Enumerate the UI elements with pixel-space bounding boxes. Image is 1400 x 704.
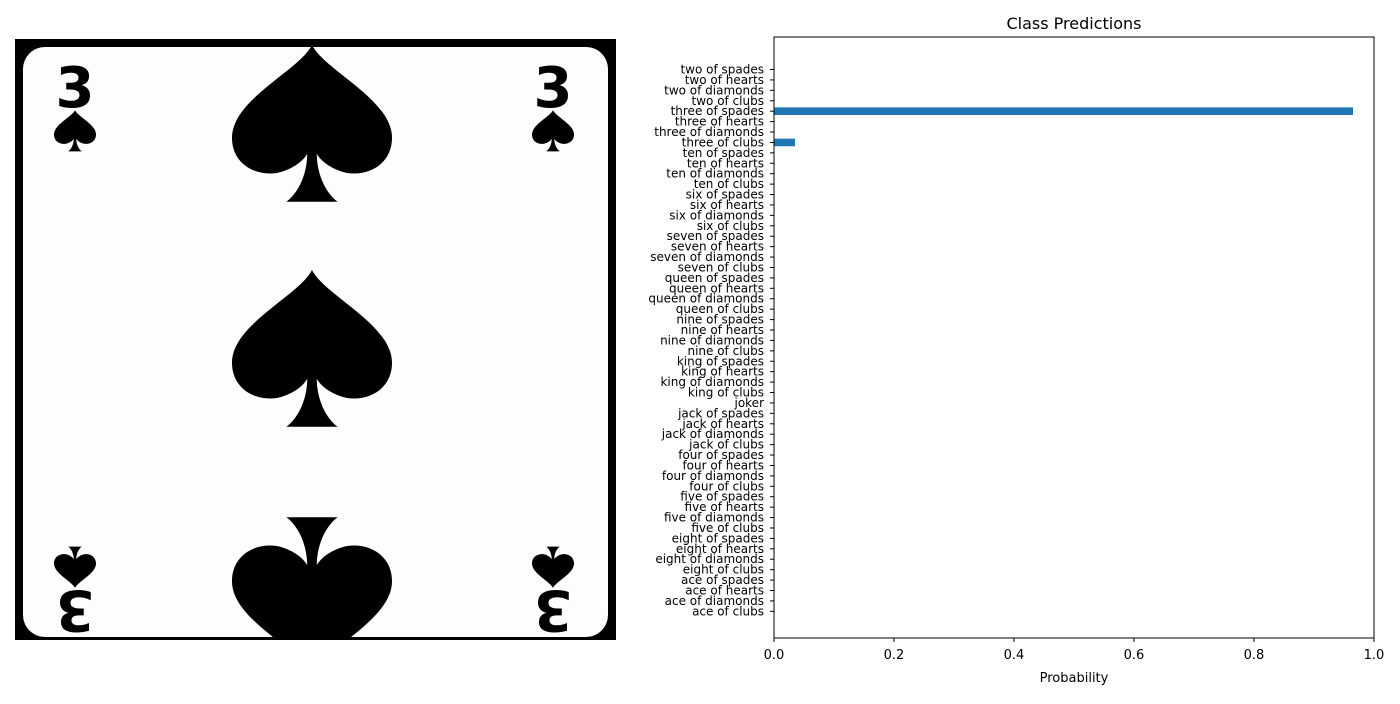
y-tick-label: six of hearts <box>690 198 764 212</box>
y-tick-label: ten of spades <box>683 146 764 160</box>
y-tick-label: jack of spades <box>677 406 764 420</box>
y-tick-label: five of hearts <box>685 500 764 514</box>
y-tick-label: two of diamonds <box>664 83 764 97</box>
x-tick-label: 0.4 <box>1004 648 1025 663</box>
y-tick-label: ace of diamonds <box>665 594 764 608</box>
y-tick-label: three of hearts <box>675 115 764 129</box>
y-tick-label: eight of spades <box>672 531 764 545</box>
y-tick-label: six of clubs <box>697 219 764 233</box>
y-tick-label: six of diamonds <box>669 208 764 222</box>
x-tick-label: 0.8 <box>1244 648 1265 663</box>
y-tick-label: king of spades <box>677 354 764 368</box>
y-tick-label: seven of diamonds <box>650 250 764 264</box>
x-tick-label: 0.0 <box>764 648 785 663</box>
y-tick-label: eight of diamonds <box>655 552 764 566</box>
y-tick-label: nine of spades <box>676 313 764 327</box>
y-tick-label: nine of clubs <box>687 344 764 358</box>
y-tick-label: six of spades <box>686 188 764 202</box>
y-tick-label: ace of clubs <box>692 604 764 618</box>
y-tick-label: seven of clubs <box>678 260 764 274</box>
y-tick-label: seven of spades <box>667 229 764 243</box>
y-tick-label: jack of diamonds <box>661 427 764 441</box>
y-tick-label: five of diamonds <box>664 511 764 525</box>
y-tick-label: king of diamonds <box>660 375 764 389</box>
x-tick-label: 0.2 <box>884 648 905 663</box>
y-tick-label: nine of diamonds <box>660 333 764 347</box>
y-tick-label: four of hearts <box>682 458 764 472</box>
y-tick-label: four of diamonds <box>662 469 764 483</box>
corner-rank-top-right: 3 <box>534 56 573 121</box>
y-tick-label: king of hearts <box>681 365 764 379</box>
y-tick-label: ten of clubs <box>694 177 764 191</box>
y-tick-label: king of clubs <box>688 386 764 400</box>
bars-group <box>774 107 1353 147</box>
y-tick-label: nine of hearts <box>681 323 764 337</box>
y-tick-label: five of clubs <box>691 521 764 535</box>
y-tick-label: three of clubs <box>682 135 764 149</box>
y-tick-label: eight of hearts <box>676 542 764 556</box>
chart-title: Class Predictions <box>1007 14 1142 33</box>
y-tick-label: ten of diamonds <box>666 167 764 181</box>
plot-frame <box>773 36 1375 639</box>
corner-rank-bottom-right: 3 <box>534 577 573 640</box>
y-tick-label: two of hearts <box>685 73 764 87</box>
y-tick-label: queen of diamonds <box>648 292 764 306</box>
y-tick-label: five of spades <box>680 490 764 504</box>
y-tick-label: ace of hearts <box>685 584 764 598</box>
y-tick-label: ten of hearts <box>687 156 764 170</box>
x-axis-label: Probability <box>1040 671 1109 686</box>
y-tick-label: queen of hearts <box>669 281 764 295</box>
y-tick-label: two of clubs <box>692 94 764 108</box>
y-tick-label: queen of spades <box>665 271 764 285</box>
card-image: 3 3 3 3 <box>15 39 616 674</box>
y-tick-label: three of diamonds <box>654 125 764 139</box>
y-tick-label: four of spades <box>678 448 764 462</box>
y-tick-label: ace of spades <box>681 573 764 587</box>
x-tick-label: 1.0 <box>1364 648 1385 663</box>
card-image-svg: 3 3 3 3 <box>15 39 616 674</box>
y-tick-label: joker <box>733 396 764 410</box>
x-axis: 0.0 0.2 0.4 0.6 0.8 1.0 <box>764 638 1385 663</box>
bar <box>774 107 1353 115</box>
y-tick-label: jack of clubs <box>688 438 764 452</box>
y-tick-label: seven of hearts <box>671 240 764 254</box>
y-tick-label: three of spades <box>671 104 764 118</box>
y-tick-label: queen of clubs <box>676 302 764 316</box>
y-tick-label: eight of clubs <box>683 563 764 577</box>
y-tick-label: jack of hearts <box>681 417 764 431</box>
corner-rank-top-left: 3 <box>56 56 95 121</box>
y-tick-label: two of spades <box>680 63 764 77</box>
x-tick-label: 0.6 <box>1124 648 1145 663</box>
y-tick-label: four of clubs <box>689 479 764 493</box>
bar <box>774 138 795 147</box>
corner-rank-bottom-left: 3 <box>56 577 95 640</box>
